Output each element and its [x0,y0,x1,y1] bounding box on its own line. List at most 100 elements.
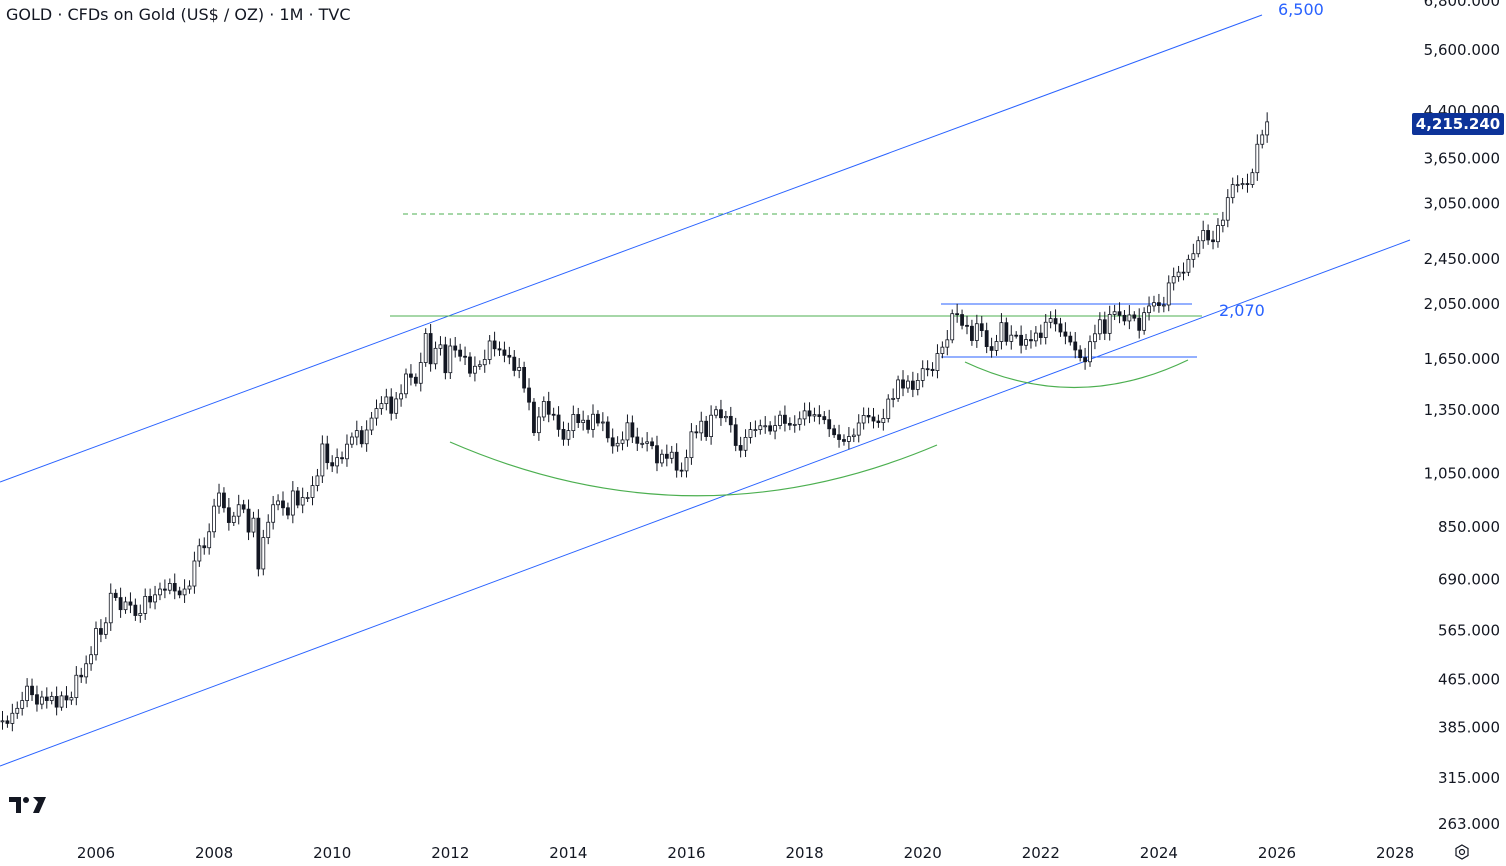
candle [596,410,600,427]
candle-body [118,597,123,611]
candle [792,415,797,433]
candle [960,309,964,330]
candle-body [49,696,54,701]
candle-body [699,420,704,434]
candle [778,410,782,430]
candle [330,455,335,473]
lower-channel-line [0,239,1411,767]
candle [477,360,482,370]
candle [458,343,463,362]
time-axis[interactable]: 2006 2008 2010 2012 2014 2016 2018 2020 2022 2024… [77,844,1414,862]
candle-body [684,457,689,472]
candle-body [1088,341,1092,363]
candle [920,360,925,388]
candle [1088,335,1092,367]
candle [970,319,974,346]
candle [39,690,44,710]
settings-icon[interactable] [1455,844,1469,860]
candle [290,481,295,524]
candle [1122,309,1127,326]
candle-body [625,422,630,441]
candle-body [664,453,669,459]
time-tick-label: 2020 [904,844,942,862]
candle [192,551,197,594]
price-axis[interactable]: 6,800.0005,600.0004,400.0003,650.0003,05… [1424,0,1500,833]
candle [138,604,143,623]
time-tick-label: 2026 [1258,844,1296,862]
tradingview-logo[interactable] [9,797,46,813]
price-tick-label: 385.000 [1438,718,1500,736]
handle-arc [964,359,1189,389]
candle [512,350,517,377]
candle-body [138,613,143,616]
price-tick-label: 1,650.000 [1424,350,1500,368]
candle-body [1004,322,1009,342]
candle-body [837,434,841,440]
candle [1019,325,1024,354]
candle [413,373,418,387]
candle [158,582,162,601]
candle-body [453,345,458,351]
candle-body [359,430,364,445]
candle [15,701,20,719]
candle-body [709,414,714,437]
candle [1250,168,1255,188]
candle [418,352,423,392]
time-tick-label: 2006 [77,844,115,862]
candle [305,491,310,502]
candle-body [1196,240,1201,255]
candle-body [561,428,566,440]
candle [1201,220,1206,249]
candle [837,424,841,448]
candle-body [743,437,748,451]
candle [1137,308,1142,339]
candle [94,621,98,661]
candle [901,370,905,397]
candle-body [271,504,276,523]
candle [522,361,527,393]
upper-channel-line [0,14,1263,483]
candle [177,586,182,599]
candle-body [1073,341,1078,351]
candle [433,341,438,370]
time-tick-label: 2028 [1376,844,1414,862]
candle-body [817,414,822,417]
candle [1097,312,1102,341]
candle [448,338,453,379]
candle-body [315,475,320,486]
candle [610,428,615,454]
candle-body [1157,302,1161,306]
candle-body [758,425,763,430]
candle-body [207,531,212,549]
candle-body [714,409,718,416]
candle [743,429,748,457]
candle [640,437,645,449]
candle-body [748,429,753,438]
candle-body [689,431,694,459]
candle [605,416,610,443]
candle-body [797,418,802,425]
candle [1157,293,1161,313]
candle [1166,275,1171,312]
time-tick-label: 2008 [195,844,233,862]
candle [1073,332,1078,359]
candle [812,407,817,422]
candle [118,587,123,618]
candle [389,388,394,421]
candle [428,324,433,372]
candle-body [822,416,827,421]
candle-body [596,413,600,424]
candle [763,416,768,434]
candle-body [364,429,369,445]
candle-body [349,436,354,445]
candle [650,437,654,450]
candle [10,703,15,732]
candle [35,685,39,712]
candle-body [1161,304,1166,307]
candle-body [1024,339,1028,346]
candle-body [276,500,280,506]
candle-body [15,707,20,714]
candle-body [1058,323,1063,333]
candle-body [1097,319,1102,335]
